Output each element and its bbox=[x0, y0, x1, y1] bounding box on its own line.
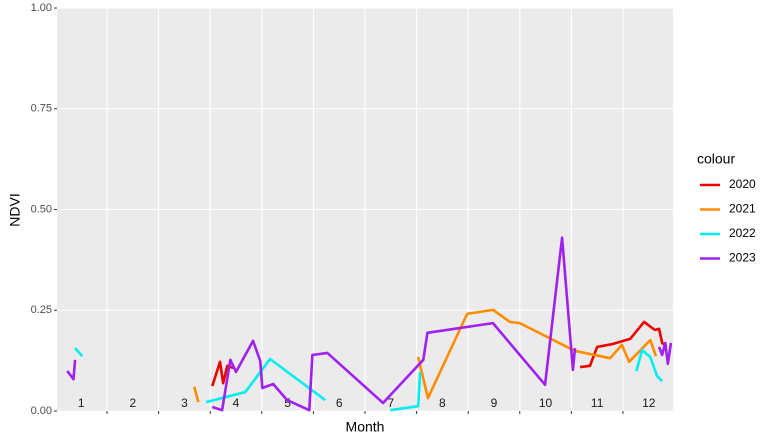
y-tick-label: 0.25 bbox=[31, 304, 52, 316]
legend-label: 2020 bbox=[729, 177, 756, 191]
month-label: 10 bbox=[539, 396, 553, 410]
line bbox=[66, 236, 673, 412]
line bbox=[74, 347, 664, 412]
legend-label: 2022 bbox=[729, 226, 756, 240]
legend-label: 2021 bbox=[729, 202, 756, 216]
month-label: 5 bbox=[284, 396, 291, 410]
month-label: 3 bbox=[181, 396, 188, 410]
y-tick-label: 0.50 bbox=[31, 203, 52, 215]
month-label: 1 bbox=[78, 396, 85, 410]
month-label: 9 bbox=[491, 396, 498, 410]
month-label: 12 bbox=[642, 396, 656, 410]
legend-label: 2023 bbox=[729, 251, 756, 265]
y-tick-label: 1.00 bbox=[31, 2, 52, 14]
legend-title: colour bbox=[697, 151, 735, 167]
month-label: 7 bbox=[387, 396, 394, 410]
x-axis-title: Month bbox=[346, 419, 385, 435]
y-tick-label: 0.00 bbox=[31, 405, 52, 417]
month-label: 11 bbox=[591, 396, 604, 410]
month-label: 6 bbox=[336, 396, 343, 410]
month-label: 2 bbox=[129, 396, 136, 410]
y-tick-label: 0.75 bbox=[31, 103, 52, 115]
month-label: 4 bbox=[233, 396, 240, 410]
month-label: 8 bbox=[439, 396, 446, 410]
y-axis-title: NDVI bbox=[7, 193, 23, 226]
